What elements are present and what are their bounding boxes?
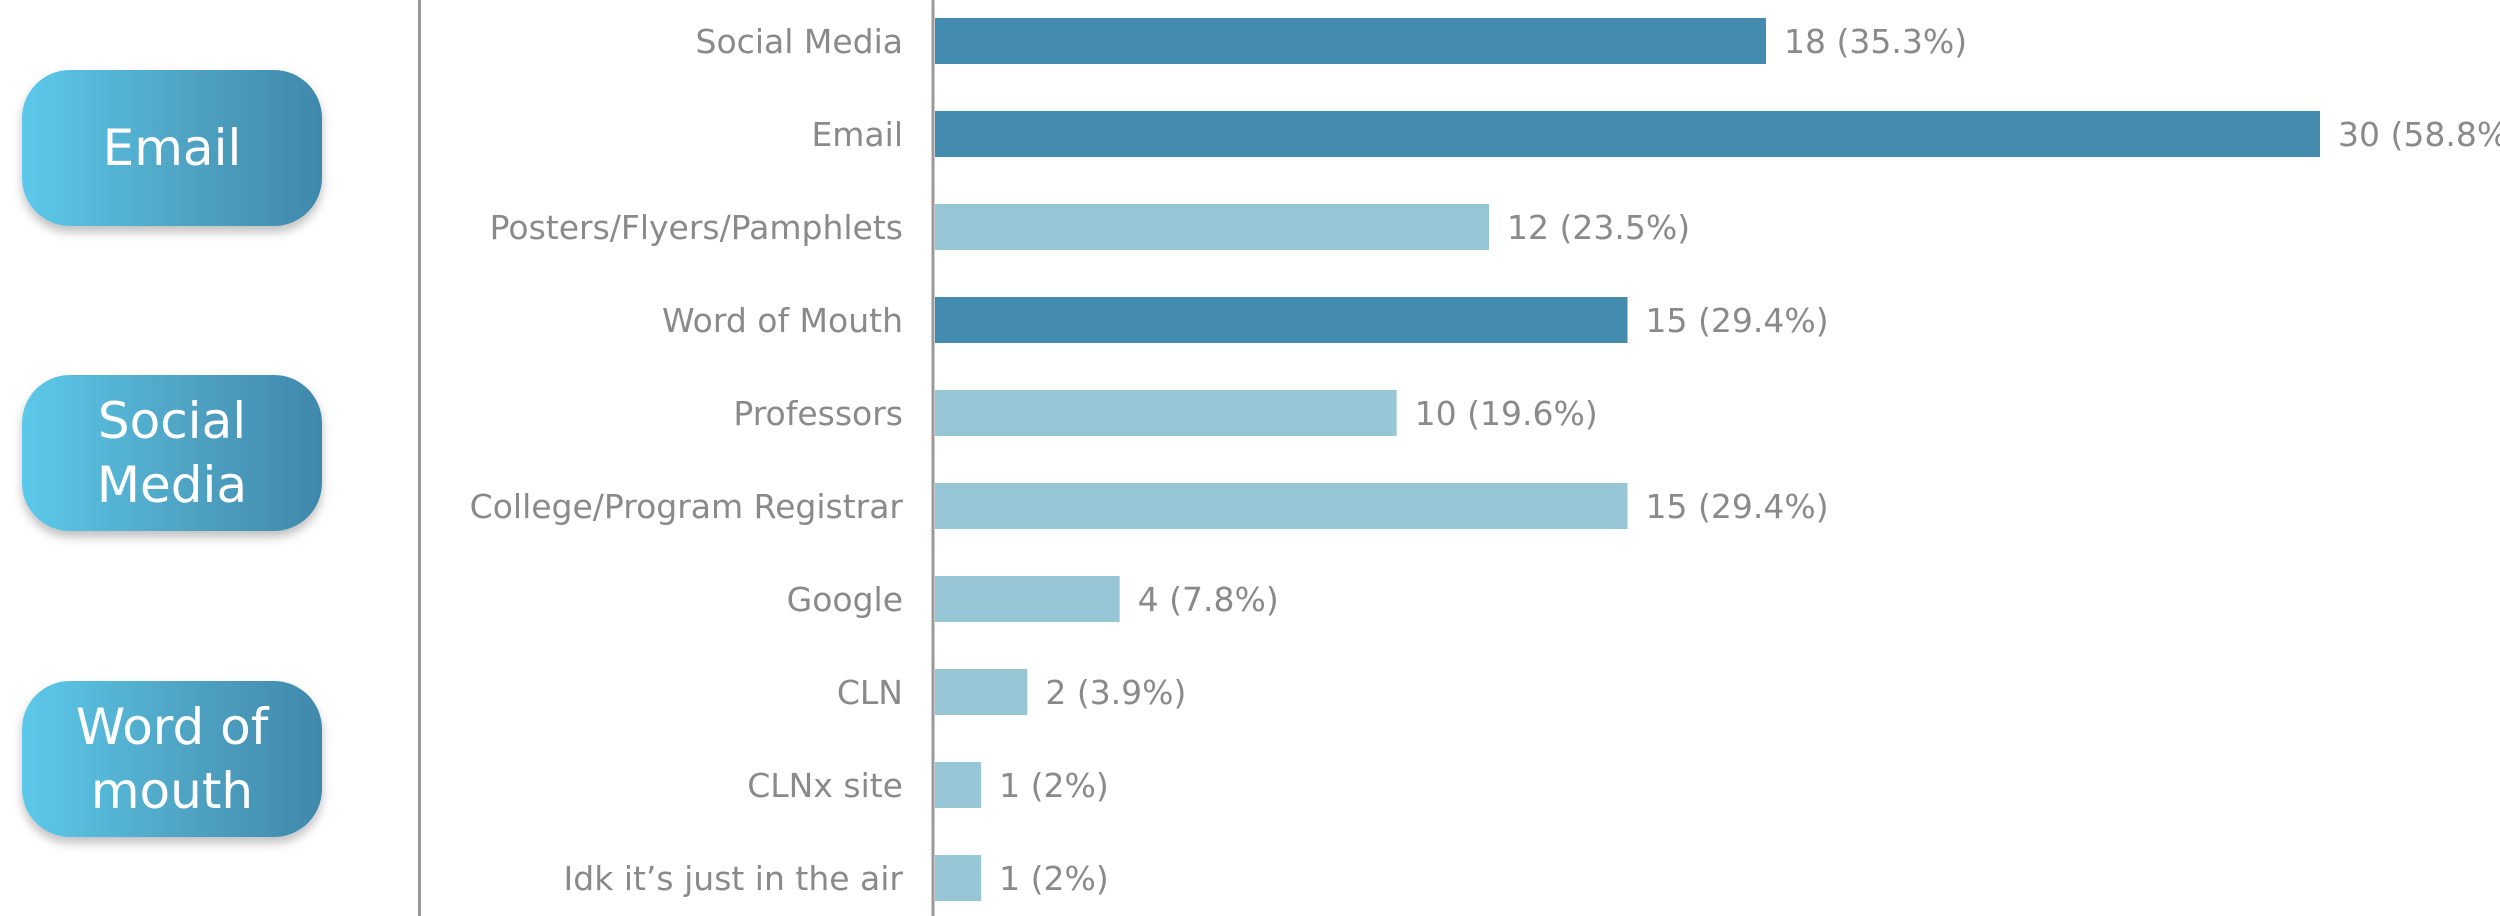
category-label: Idk it’s just in the air [564, 859, 904, 898]
category-label: Google [787, 580, 903, 619]
bar [935, 855, 982, 901]
pill-word-of-mouth: Word of mouth [22, 681, 322, 837]
category-label: College/Program Registrar [470, 487, 904, 526]
data-label: 1 (2%) [999, 859, 1109, 898]
pill-social-media-label: Social Media [96, 392, 248, 514]
pill-social-media: Social Media [22, 375, 322, 531]
data-label: 1 (2%) [999, 766, 1109, 805]
category-label: Word of Mouth [662, 301, 903, 340]
category-label: CLN [837, 673, 903, 712]
data-label: 15 (29.4%) [1646, 301, 1829, 340]
data-label: 12 (23.5%) [1507, 208, 1690, 247]
bar [935, 576, 1120, 622]
pill-email: Email [22, 70, 322, 226]
category-label: Posters/Flyers/Pamphlets [490, 208, 903, 247]
data-label: 4 (7.8%) [1138, 580, 1279, 619]
category-label: Email [811, 115, 903, 154]
bar [935, 204, 1489, 250]
category-label: Professors [733, 394, 903, 433]
data-label: 10 (19.6%) [1415, 394, 1598, 433]
bar [935, 111, 2320, 157]
pill-email-label: Email [102, 119, 242, 177]
category-label: CLNx site [747, 766, 903, 805]
data-label: 2 (3.9%) [1045, 673, 1186, 712]
bar [935, 762, 982, 808]
bar [935, 669, 1028, 715]
pill-word-of-mouth-label: Word of mouth [75, 698, 269, 820]
category-label: Social Media [696, 22, 903, 61]
data-label: 18 (35.3%) [1784, 22, 1967, 61]
data-label: 15 (29.4%) [1646, 487, 1829, 526]
separator-line [418, 0, 421, 916]
data-label: 30 (58.8%) [2338, 115, 2500, 154]
bar [935, 297, 1628, 343]
bar [935, 18, 1766, 64]
bar [935, 483, 1628, 529]
bar [935, 390, 1397, 436]
